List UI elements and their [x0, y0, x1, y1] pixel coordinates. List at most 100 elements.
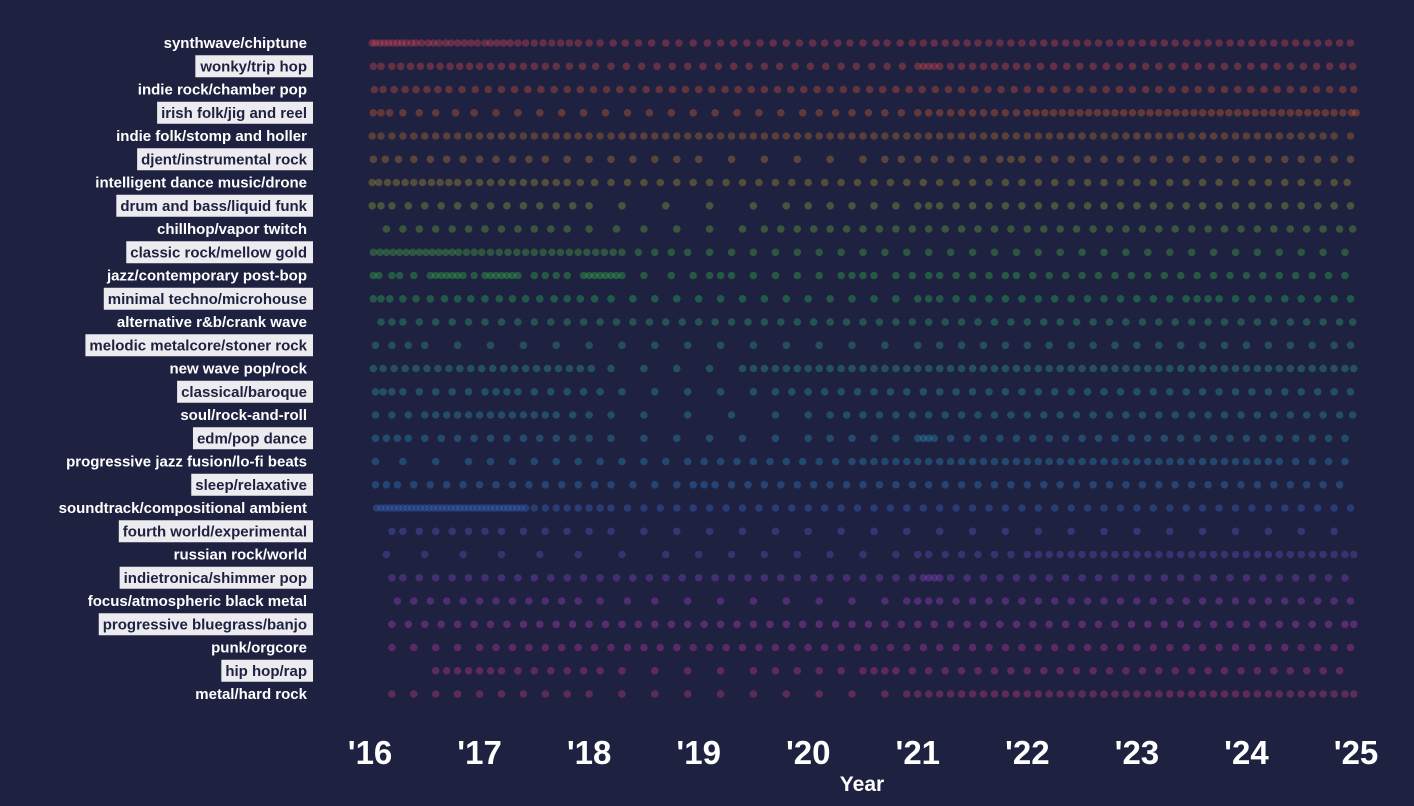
data-point	[1127, 620, 1136, 629]
data-point	[530, 248, 539, 257]
data-point	[716, 341, 725, 350]
data-point	[1286, 411, 1295, 419]
data-point	[1281, 504, 1289, 512]
data-point	[1072, 667, 1081, 675]
data-point	[510, 85, 519, 94]
data-point	[1286, 481, 1295, 489]
data-point	[585, 225, 593, 233]
data-point	[881, 155, 889, 164]
data-point	[1198, 155, 1207, 164]
data-point	[453, 667, 462, 675]
data-point	[826, 85, 834, 94]
data-point	[705, 271, 714, 280]
data-point	[979, 620, 988, 629]
data-point	[738, 504, 747, 512]
data-point	[497, 62, 506, 71]
data-point	[968, 202, 977, 210]
data-point	[477, 248, 486, 257]
data-point	[379, 85, 387, 94]
data-point	[388, 132, 396, 140]
data-point	[1100, 457, 1108, 466]
genre-label: soundtrack/compositional ambient	[59, 500, 307, 517]
data-point	[475, 481, 484, 489]
data-point	[402, 248, 411, 257]
data-point	[771, 132, 780, 140]
data-point	[1012, 364, 1021, 373]
data-point	[519, 178, 528, 187]
data-point	[914, 62, 922, 71]
data-point	[815, 690, 823, 698]
data-point	[563, 667, 571, 675]
data-point	[919, 178, 928, 187]
data-point	[1231, 132, 1240, 140]
data-point	[727, 411, 736, 419]
data-point	[1166, 457, 1174, 466]
data-point	[389, 39, 397, 47]
data-point	[563, 178, 571, 187]
data-point	[1001, 388, 1010, 396]
data-point	[968, 388, 977, 396]
data-point	[596, 39, 604, 47]
data-point	[1209, 550, 1218, 559]
data-point	[1308, 620, 1316, 629]
data-point	[919, 574, 928, 582]
data-point	[968, 132, 977, 140]
data-point	[1045, 271, 1053, 280]
data-point	[1297, 388, 1305, 396]
data-point	[541, 178, 550, 187]
data-point	[618, 341, 626, 350]
data-point	[1001, 202, 1010, 210]
data-point	[448, 574, 457, 582]
data-point	[1133, 643, 1141, 652]
data-point	[760, 155, 769, 164]
data-point	[410, 178, 418, 187]
data-point	[602, 85, 611, 94]
data-point	[930, 155, 938, 164]
data-point	[1259, 434, 1267, 443]
genre-label: new wave pop/rock	[169, 361, 307, 378]
data-point	[1155, 667, 1163, 675]
data-point	[393, 481, 402, 489]
data-point	[1078, 690, 1086, 698]
data-point	[968, 178, 977, 187]
data-point	[694, 295, 703, 303]
x-tick-label: '20	[786, 734, 831, 771]
data-point	[1023, 550, 1032, 559]
data-point	[563, 132, 571, 140]
data-point	[1007, 550, 1015, 559]
x-tick-label: '17	[457, 734, 502, 771]
data-point	[1133, 597, 1141, 605]
data-point	[388, 411, 396, 419]
data-point	[683, 690, 692, 698]
genre-label-box	[119, 566, 313, 589]
data-point	[530, 178, 539, 187]
data-point	[678, 318, 686, 326]
data-point	[539, 39, 547, 47]
data-point	[853, 388, 862, 396]
data-point	[1237, 667, 1245, 675]
data-point	[1220, 85, 1229, 94]
data-point	[898, 62, 907, 71]
data-point	[1187, 248, 1196, 257]
data-point	[543, 364, 552, 373]
data-point	[475, 155, 484, 164]
data-point	[760, 574, 769, 582]
data-point	[1330, 132, 1338, 140]
data-point	[447, 39, 455, 47]
data-point	[442, 411, 451, 419]
data-point	[1187, 667, 1196, 675]
data-point	[1050, 178, 1059, 187]
data-point	[673, 364, 681, 373]
data-point	[426, 271, 435, 280]
data-point	[1220, 225, 1229, 233]
data-point	[442, 597, 451, 605]
data-point	[1067, 364, 1075, 373]
data-point	[1198, 388, 1207, 396]
data-point	[935, 109, 944, 117]
data-point	[568, 620, 577, 629]
data-point	[1018, 643, 1026, 652]
data-point	[1149, 202, 1158, 210]
data-point	[519, 690, 528, 698]
data-point	[1100, 178, 1108, 187]
data-point	[382, 481, 391, 489]
